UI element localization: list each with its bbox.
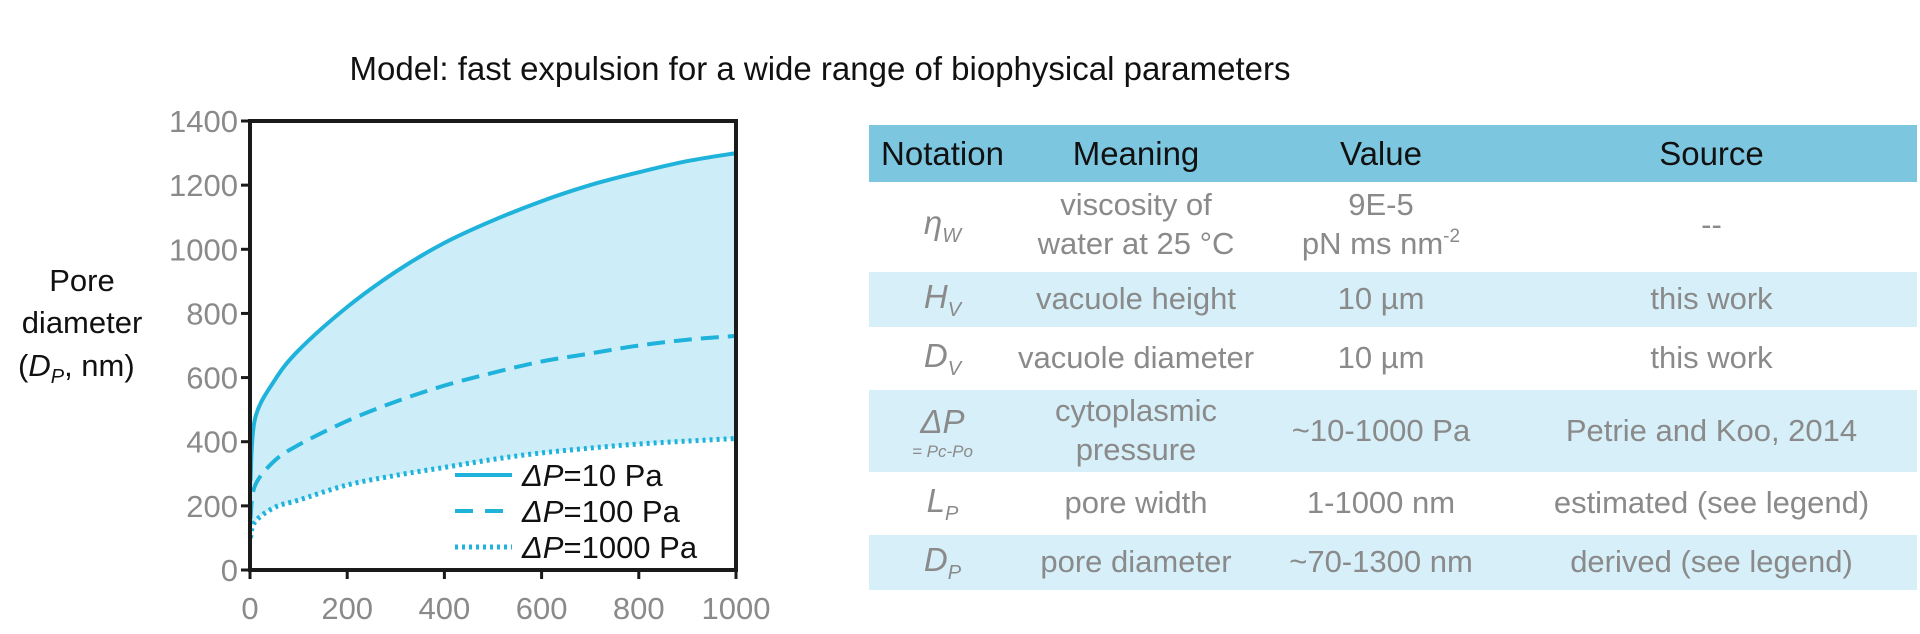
x-tick-label: 0: [241, 591, 258, 626]
header-source: Source: [1506, 125, 1917, 182]
notation-symbol: D: [923, 337, 948, 374]
y-tick-label: 1200: [169, 168, 238, 203]
notation-symbol: ΔP: [920, 402, 965, 440]
x-tick-label: 200: [321, 591, 373, 626]
source-cell: this work: [1650, 340, 1773, 376]
series-line-2: [248, 333, 737, 519]
row-separator: [869, 531, 1917, 535]
y-tick-label: 400: [186, 425, 238, 460]
value-cell: 1-1000 nm: [1306, 485, 1456, 521]
notation-symbol: D: [923, 541, 948, 578]
notation-subscript: V: [947, 358, 962, 380]
legend-label: ΔP=10 Pa: [521, 458, 663, 493]
table-row: LP pore width 1-1000 nm estimated (see lege…: [869, 476, 1917, 531]
notation-cell: DP: [869, 535, 1016, 590]
notation-symbol: η: [923, 203, 943, 241]
value-cell: ~70-1300 nm: [1256, 535, 1506, 590]
y-axis-label-text: diameter: [22, 305, 143, 340]
notation-cell: ηW: [869, 182, 1016, 268]
y-axis-label-text: (DP, nm): [18, 348, 135, 388]
row-separator: [869, 472, 1917, 476]
value-cell: 10 µm: [1337, 340, 1425, 376]
x-tick-label: 1000: [702, 591, 771, 626]
table-row: ΔP = Pc-Po cytoplasmic pressure ~10-1000 Pa P…: [869, 390, 1917, 472]
notation-subscript: P: [945, 503, 959, 525]
meaning-cell: cytoplasmic pressure: [1016, 390, 1256, 472]
chart-title: Model: fast expulsion for a wide range o…: [349, 50, 1291, 87]
parameter-table: Notation Meaning Value Source ηW viscosit…: [869, 125, 1917, 590]
header-value: Value: [1256, 125, 1506, 182]
notation-cell: HV: [869, 272, 1016, 327]
notation-symbol: H: [923, 278, 948, 315]
y-tick-label: 1400: [169, 104, 238, 139]
y-axis-label: Pore diameter (DP, nm): [18, 263, 142, 388]
x-tick-label: 400: [419, 591, 471, 626]
table-row: DV vacuole diameter 10 µm this work: [869, 331, 1917, 386]
table-row: HV vacuole height 10 µm this work: [869, 272, 1917, 327]
notation-cell: DV: [869, 331, 1016, 386]
x-tick-label: 800: [613, 591, 665, 626]
value-superscript: -2: [1443, 226, 1461, 247]
y-tick-label: 0: [221, 553, 238, 588]
source-cell: Petrie and Koo, 2014: [1506, 390, 1917, 472]
y-axis-label-text: Pore: [49, 263, 114, 298]
value-cell: 9E-5 pN ms nm-2: [1301, 187, 1461, 261]
notation-cell: ΔP = Pc-Po: [869, 390, 1016, 472]
table-header-row: Notation Meaning Value Source: [869, 125, 1917, 182]
header-meaning: Meaning: [1016, 125, 1256, 182]
table-row: ηW viscosity of water at 25 °C 9E-5 pN ms nm…: [869, 182, 1917, 268]
header-notation: Notation: [869, 125, 1016, 182]
notation-subscript: V: [947, 299, 962, 321]
notation-symbol: L: [926, 482, 945, 519]
source-cell: estimated (see legend): [1553, 485, 1870, 521]
meaning-cell: vacuole diameter: [1017, 340, 1255, 376]
meaning-cell: vacuole height: [1016, 272, 1256, 327]
y-tick-label: 200: [186, 489, 238, 524]
y-tick-label: 600: [186, 361, 238, 396]
legend-label: ΔP=1000 Pa: [521, 530, 698, 565]
shaded-region: [250, 153, 736, 538]
x-tick-label: 600: [516, 591, 568, 626]
source-cell: --: [1701, 206, 1722, 242]
notation-subscript: W: [942, 224, 962, 247]
row-separator: [869, 268, 1917, 272]
legend-label: ΔP=100 Pa: [521, 494, 681, 529]
source-cell: derived (see legend): [1506, 535, 1917, 590]
row-separator: [869, 327, 1917, 331]
table-row: DP pore diameter ~70-1300 nm derived (see l…: [869, 535, 1917, 590]
source-cell: this work: [1506, 272, 1917, 327]
row-separator: [869, 386, 1917, 390]
y-tick-label: 1000: [169, 232, 238, 267]
notation-subscript: P: [947, 562, 962, 584]
notation-cell: LP: [869, 476, 1016, 531]
meaning-cell: viscosity of water at 25 °C: [1037, 187, 1235, 261]
series-line-1: [248, 151, 737, 481]
value-cell: 10 µm: [1256, 272, 1506, 327]
meaning-cell: pore diameter: [1016, 535, 1256, 590]
plot-frame: [248, 119, 738, 572]
y-tick-label: 800: [186, 296, 238, 331]
value-cell: ~10-1000 Pa: [1256, 390, 1506, 472]
notation-note: = Pc-Po: [912, 441, 973, 461]
meaning-cell: pore width: [1064, 485, 1208, 521]
